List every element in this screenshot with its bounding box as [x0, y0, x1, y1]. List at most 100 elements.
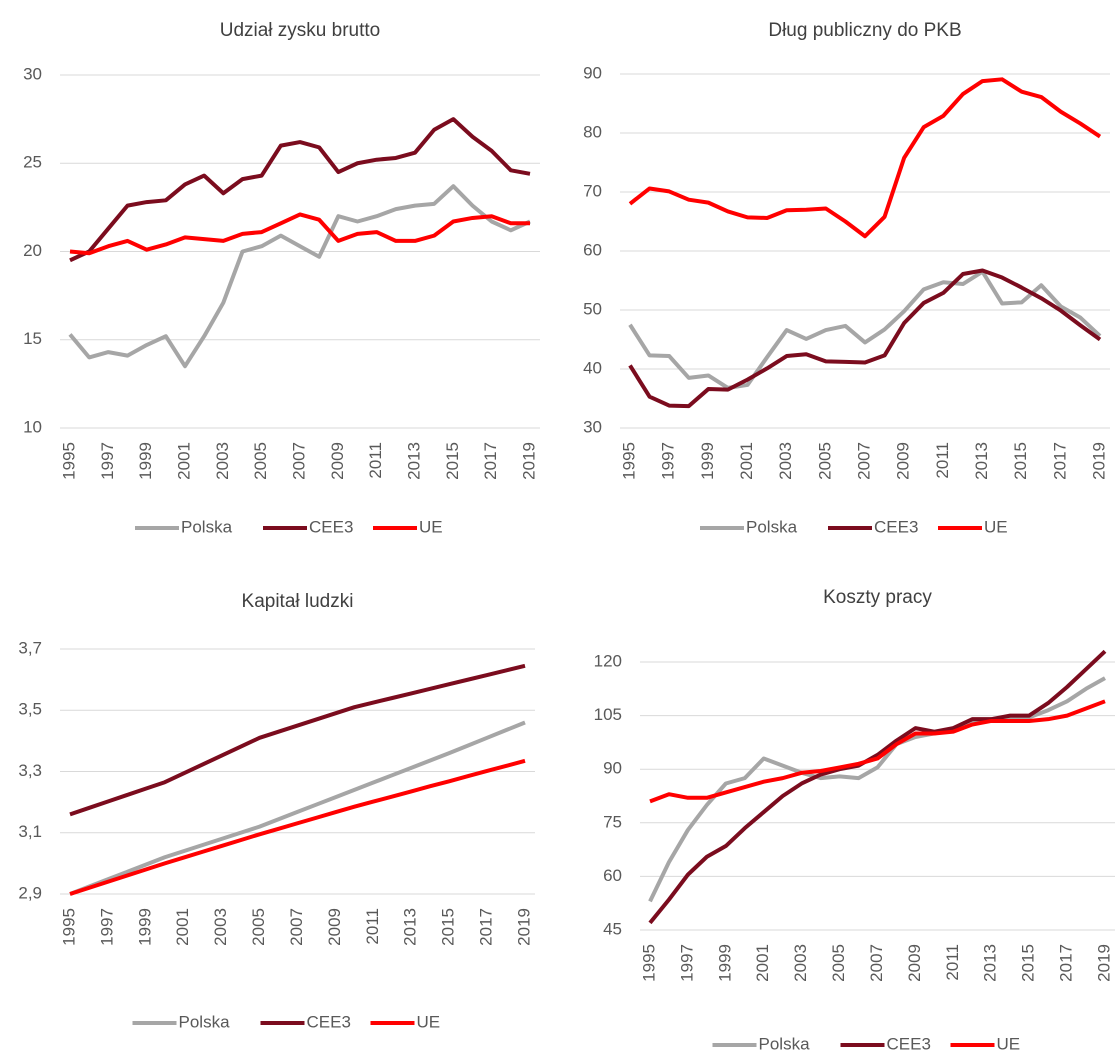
series-line — [69, 212, 530, 256]
y-tick-label: 2,9 — [18, 883, 42, 902]
series-line — [649, 699, 1106, 804]
x-tick-label: 2019 — [1094, 944, 1113, 982]
legend-label: CEE3 — [307, 1012, 351, 1031]
series-line — [69, 663, 526, 817]
series-line — [628, 269, 1102, 390]
x-tick-label: 2007 — [287, 908, 306, 946]
y-tick-label: 30 — [583, 417, 602, 436]
x-tick-label: 2015 — [1019, 944, 1038, 982]
legend-label: CEE3 — [309, 517, 353, 536]
legend-label: UE — [419, 517, 443, 536]
legend-label: Polska — [746, 517, 798, 536]
series-line — [628, 268, 1102, 409]
x-tick-label: 2005 — [249, 908, 268, 946]
series-line — [628, 77, 1102, 239]
y-tick-label: 30 — [23, 64, 42, 83]
x-tick-label: 2007 — [867, 944, 886, 982]
x-tick-label: 1995 — [639, 944, 658, 982]
y-tick-label: 105 — [594, 705, 622, 724]
y-tick-label: 80 — [583, 122, 602, 141]
x-tick-label: 2019 — [1089, 442, 1108, 480]
x-tick-label: 2019 — [514, 908, 533, 946]
x-tick-label: 2001 — [173, 908, 192, 946]
y-tick-label: 3,1 — [18, 822, 42, 841]
y-tick-label: 40 — [583, 358, 602, 377]
y-tick-label: 120 — [594, 651, 622, 670]
y-tick-label: 25 — [23, 153, 42, 172]
x-tick-label: 2011 — [933, 442, 952, 479]
x-tick-label: 2003 — [211, 908, 230, 946]
y-tick-label: 10 — [23, 417, 42, 436]
chart-title: Dług publiczny do PKB — [768, 20, 961, 41]
x-tick-label: 2009 — [905, 944, 924, 982]
chart-title: Udział zysku brutto — [220, 20, 381, 41]
legend-label: UE — [984, 517, 1008, 536]
x-tick-label: 2003 — [791, 944, 810, 982]
x-tick-label: 2009 — [328, 442, 347, 480]
x-tick-label: 2011 — [943, 944, 962, 981]
x-tick-label: 2013 — [972, 442, 991, 480]
series-line — [69, 758, 526, 896]
legend-label: Polska — [179, 1012, 231, 1031]
x-tick-label: 2019 — [519, 442, 538, 480]
x-tick-label: 1997 — [97, 908, 116, 946]
x-tick-label: 1997 — [659, 442, 678, 480]
x-tick-label: 2005 — [815, 442, 834, 480]
y-tick-label: 60 — [603, 866, 622, 885]
y-tick-label: 3,5 — [18, 700, 42, 719]
x-tick-label: 2003 — [213, 442, 232, 480]
series-line — [69, 720, 526, 896]
chart-title: Koszty pracy — [823, 587, 932, 608]
x-tick-label: 2011 — [366, 442, 385, 479]
x-tick-label: 2017 — [477, 908, 496, 946]
legend-label: CEE3 — [887, 1034, 931, 1053]
legend-label: UE — [997, 1034, 1021, 1053]
y-tick-label: 50 — [583, 299, 602, 318]
x-tick-label: 2017 — [481, 442, 500, 480]
x-tick-label: 2015 — [443, 442, 462, 480]
y-tick-label: 3,3 — [18, 761, 42, 780]
x-tick-label: 2003 — [776, 442, 795, 480]
series-line — [648, 649, 1107, 925]
x-tick-label: 1995 — [619, 442, 638, 480]
series-line — [68, 184, 531, 369]
x-tick-label: 2013 — [401, 908, 420, 946]
x-tick-label: 2013 — [981, 944, 1000, 982]
x-tick-label: 2007 — [854, 442, 873, 480]
x-tick-label: 2015 — [439, 908, 458, 946]
x-tick-label: 2017 — [1050, 442, 1069, 480]
x-tick-label: 2013 — [404, 442, 423, 480]
x-tick-label: 1995 — [59, 442, 78, 480]
x-tick-label: 2017 — [1057, 944, 1076, 982]
x-tick-label: 1995 — [59, 908, 78, 946]
legend-label: UE — [417, 1012, 441, 1031]
y-tick-label: 90 — [603, 759, 622, 778]
x-tick-label: 2009 — [325, 908, 344, 946]
series-line — [69, 117, 531, 263]
x-tick-label: 2011 — [363, 908, 382, 945]
legend-label: Polska — [181, 517, 233, 536]
x-tick-label: 1999 — [136, 442, 155, 480]
x-tick-label: 1997 — [677, 944, 696, 982]
x-tick-label: 2001 — [737, 442, 756, 480]
x-tick-label: 1999 — [698, 442, 717, 480]
legend-label: Polska — [759, 1034, 811, 1053]
y-tick-label: 15 — [23, 329, 42, 348]
x-tick-label: 2007 — [289, 442, 308, 480]
x-tick-label: 2001 — [753, 944, 772, 982]
y-tick-label: 45 — [603, 919, 622, 938]
y-tick-label: 75 — [603, 812, 622, 831]
chart-title: Kapitał ludzki — [242, 591, 354, 612]
y-tick-label: 3,7 — [18, 638, 42, 657]
x-tick-label: 2015 — [1011, 442, 1030, 480]
y-tick-label: 20 — [23, 241, 42, 260]
x-tick-label: 1999 — [715, 944, 734, 982]
y-tick-label: 60 — [583, 240, 602, 259]
x-tick-label: 2005 — [829, 944, 848, 982]
x-tick-label: 1997 — [98, 442, 117, 480]
x-tick-label: 2005 — [251, 442, 270, 480]
x-tick-label: 2009 — [894, 442, 913, 480]
y-tick-label: 70 — [583, 181, 602, 200]
legend-label: CEE3 — [874, 517, 918, 536]
